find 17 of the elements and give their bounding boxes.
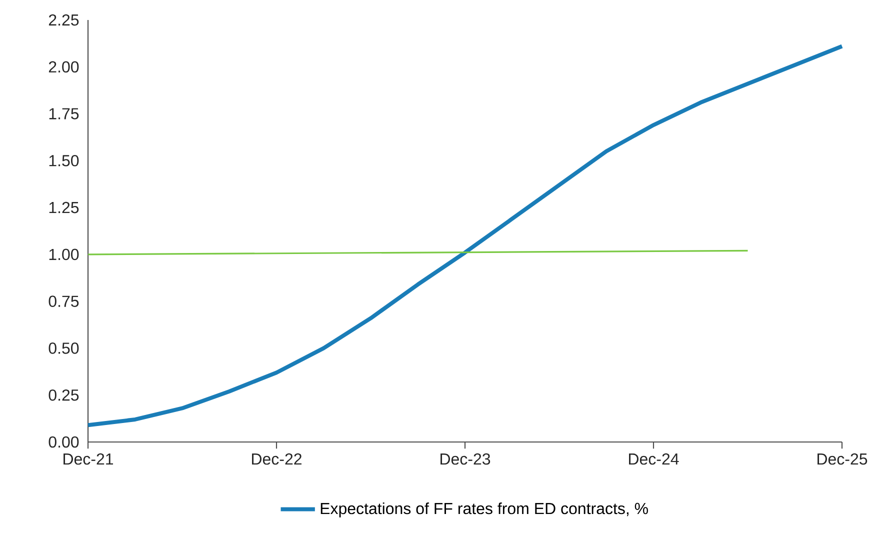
y-tick-label: 1.50 xyxy=(49,155,79,166)
y-tick-label: 1.75 xyxy=(49,108,79,120)
y-tick-label: 2.25 xyxy=(48,14,79,26)
x-tick-label: Dec-22 xyxy=(252,453,302,465)
x-tick-label: Dec-25 xyxy=(818,453,868,465)
y-tick-label: 1.25 xyxy=(49,202,79,214)
line-series xyxy=(86,44,844,428)
x-tick-label: Dec-23 xyxy=(440,453,490,465)
legend-label: Expectations of FF rates from ED contracts, % xyxy=(320,502,648,518)
y-tick-label: 0.50 xyxy=(48,342,79,354)
x-tick-label: Dec-21 xyxy=(64,453,114,465)
y-tick-label: 2.00 xyxy=(48,61,79,73)
y-tick-label: 1.00 xyxy=(49,248,79,260)
y-tick-label: 0.25 xyxy=(48,389,79,401)
x-tick-label: Dec-24 xyxy=(629,453,679,465)
y-tick-label: 0.00 xyxy=(48,436,79,448)
y-tick-label: 0.75 xyxy=(48,296,79,307)
